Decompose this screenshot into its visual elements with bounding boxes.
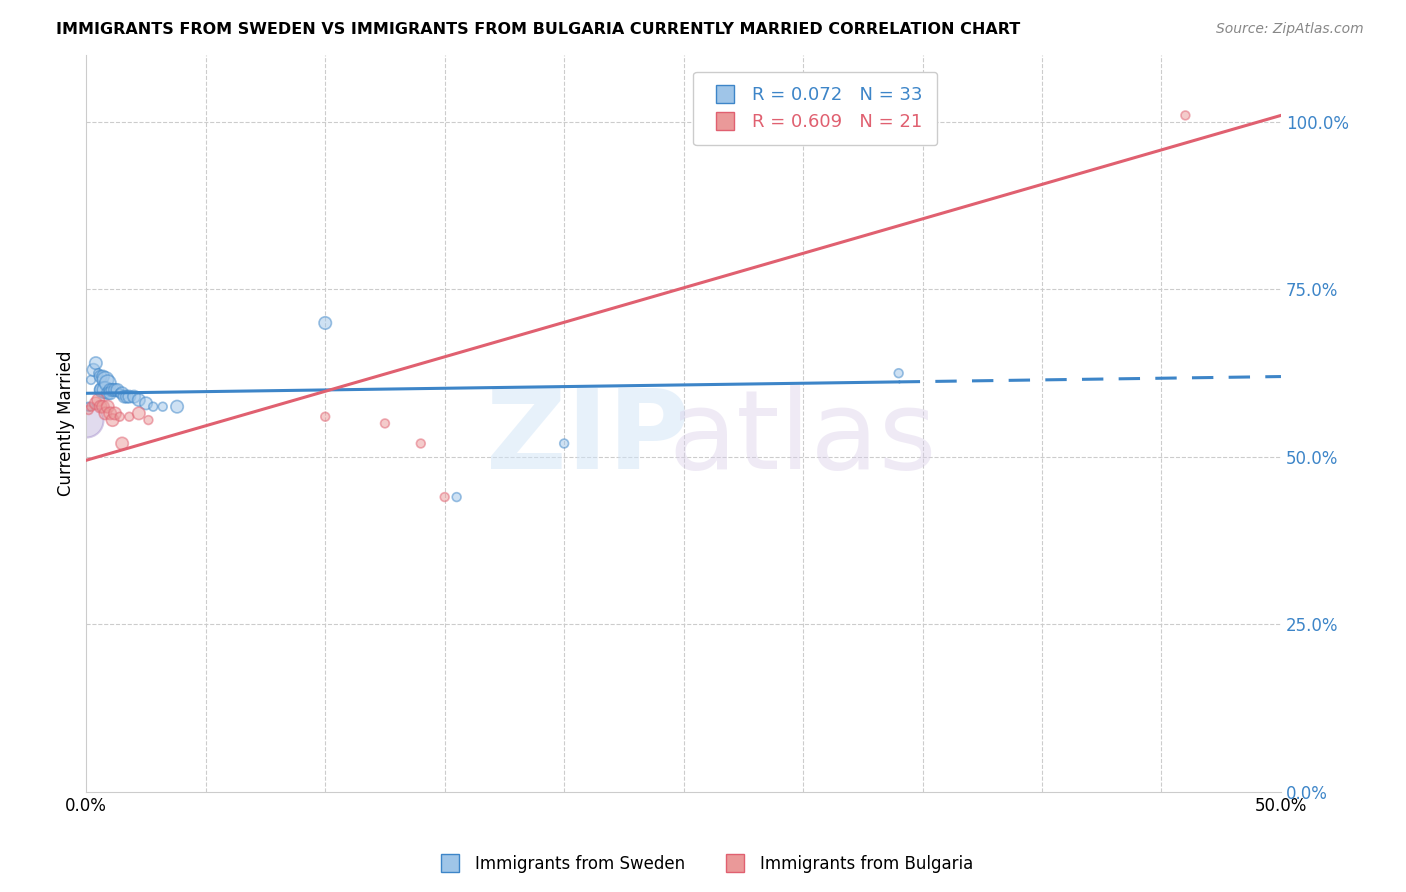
Point — [104, 406, 127, 420]
Point — [87, 392, 110, 407]
Point — [97, 386, 120, 401]
Text: IMMIGRANTS FROM SWEDEN VS IMMIGRANTS FROM BULGARIA CURRENTLY MARRIED CORRELATION: IMMIGRANTS FROM SWEDEN VS IMMIGRANTS FRO… — [56, 22, 1021, 37]
Point — [84, 396, 107, 410]
Point — [90, 400, 112, 414]
Point — [97, 400, 120, 414]
Point — [374, 417, 396, 431]
Point — [98, 383, 121, 397]
Point — [90, 369, 112, 384]
Point — [314, 409, 336, 424]
Point — [98, 406, 121, 420]
Point — [97, 376, 120, 391]
Point — [433, 490, 456, 504]
Point — [101, 413, 124, 427]
Point — [314, 316, 336, 330]
Legend: R = 0.072   N = 33, R = 0.609   N = 21: R = 0.072 N = 33, R = 0.609 N = 21 — [693, 71, 938, 145]
Point — [98, 386, 121, 401]
Point — [108, 409, 131, 424]
Point — [553, 436, 575, 450]
Point — [1174, 108, 1197, 122]
Point — [128, 406, 150, 420]
Point — [115, 390, 138, 404]
Point — [122, 390, 145, 404]
Point — [118, 409, 141, 424]
Point — [114, 390, 136, 404]
Point — [91, 400, 114, 414]
Point — [87, 366, 110, 380]
Point — [135, 396, 157, 410]
Text: ZIP: ZIP — [486, 384, 690, 491]
Point — [128, 392, 150, 407]
Legend: Immigrants from Sweden, Immigrants from Bulgaria: Immigrants from Sweden, Immigrants from … — [426, 848, 980, 880]
Point — [142, 400, 165, 414]
Point — [138, 413, 160, 427]
Point — [82, 363, 104, 377]
Y-axis label: Currently Married: Currently Married — [58, 351, 75, 496]
Point — [84, 356, 107, 370]
Point — [887, 366, 910, 380]
Point — [409, 436, 432, 450]
Point — [94, 383, 117, 397]
Point — [77, 403, 100, 417]
Point — [101, 383, 124, 397]
Point — [108, 386, 131, 401]
Point — [446, 490, 468, 504]
Point — [152, 400, 174, 414]
Text: Source: ZipAtlas.com: Source: ZipAtlas.com — [1216, 22, 1364, 37]
Point — [80, 400, 103, 414]
Point — [118, 390, 141, 404]
Text: atlas: atlas — [669, 384, 938, 491]
Point — [91, 369, 114, 384]
Point — [91, 383, 114, 397]
Point — [105, 383, 128, 397]
Point — [166, 400, 188, 414]
Point — [104, 383, 127, 397]
Point — [94, 373, 117, 387]
Point — [94, 406, 117, 420]
Point — [75, 413, 97, 427]
Point — [80, 373, 103, 387]
Point — [90, 383, 112, 397]
Point — [77, 400, 100, 414]
Point — [111, 386, 134, 401]
Point — [111, 436, 134, 450]
